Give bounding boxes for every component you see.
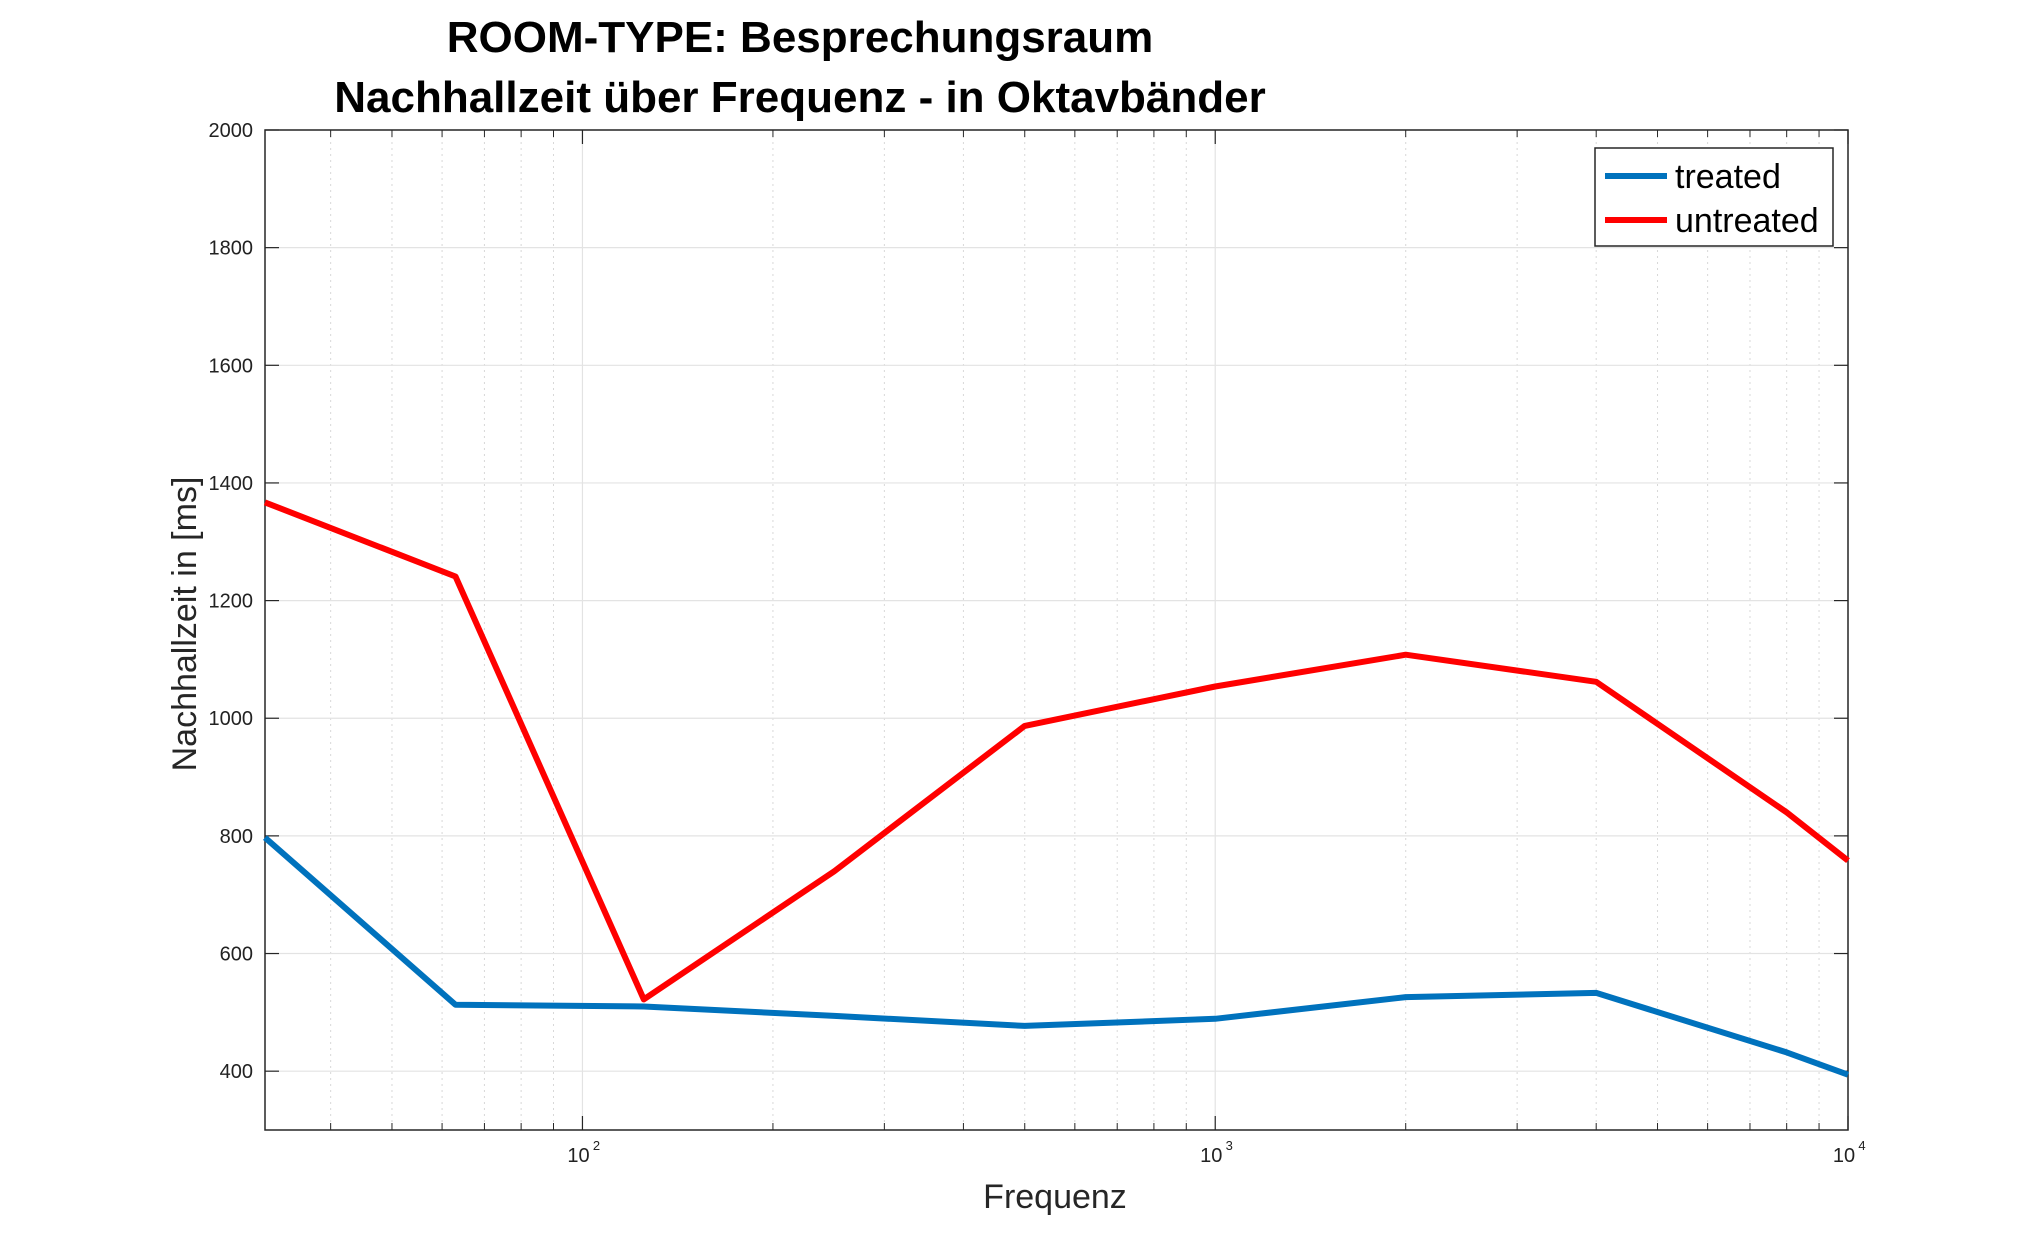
- y-axis-label: Nachhallzeit in [ms]: [166, 477, 204, 772]
- y-tick-labels: 400 600 800 1000 1200 1400 1600 1800 2000: [209, 120, 254, 1083]
- tick-marks: [265, 129, 1849, 1130]
- y-tick-label: 1600: [209, 355, 254, 377]
- chart-title-line-1: ROOM-TYPE: Besprechungsraum: [447, 13, 1154, 62]
- y-tick-label: 1400: [209, 473, 254, 495]
- series-line-untreated: [263, 499, 1850, 1003]
- x-tick-label: 10: [567, 1145, 589, 1167]
- chart-title-line-2: Nachhallzeit über Frequenz - in Oktavbän…: [334, 73, 1266, 122]
- grid-lines: [265, 129, 1849, 1130]
- y-tick-label: 1800: [209, 238, 254, 260]
- x-tick-exponent: 3: [1226, 1138, 1233, 1153]
- y-tick-label: 600: [220, 944, 253, 966]
- y-tick-label: 800: [220, 826, 253, 848]
- x-axis-label: Frequenz: [983, 1178, 1127, 1216]
- legend-label-untreated: untreated: [1675, 202, 1819, 240]
- legend: treated untreated: [1594, 147, 1834, 247]
- x-tick-labels: 10 2 10 3 10 4: [567, 1138, 1865, 1167]
- legend-label-treated: treated: [1675, 158, 1781, 196]
- x-tick-exponent: 2: [593, 1138, 600, 1153]
- x-tick-label: 10: [1200, 1145, 1222, 1167]
- x-tick-label: 10: [1833, 1145, 1855, 1167]
- y-tick-label: 400: [220, 1061, 253, 1083]
- legend-box: [1594, 147, 1834, 247]
- x-tick-exponent: 4: [1858, 1138, 1865, 1153]
- axes-box: [264, 129, 1849, 1131]
- y-tick-label: 2000: [209, 120, 254, 142]
- data-series: [263, 499, 1850, 1078]
- y-tick-label: 1200: [209, 591, 254, 613]
- series-line-treated: [263, 835, 1850, 1078]
- plot-area-border: [264, 129, 1849, 1131]
- y-tick-label: 1000: [209, 708, 254, 730]
